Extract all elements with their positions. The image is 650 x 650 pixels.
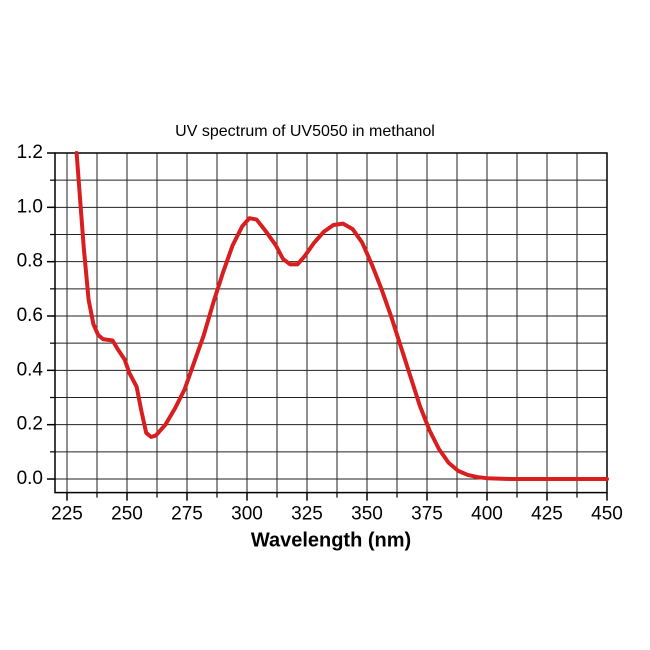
- y-tick-label: 0.6: [17, 305, 43, 326]
- x-tick-label: 400: [471, 504, 503, 525]
- x-tick-label: 300: [231, 504, 263, 525]
- x-tick-label: 275: [171, 504, 203, 525]
- x-tick-label: 225: [51, 504, 83, 525]
- x-tick-label: 350: [351, 504, 383, 525]
- x-tick-label: 325: [291, 504, 323, 525]
- y-tick-label: 1.0: [17, 196, 43, 217]
- data-line: [74, 151, 609, 482]
- y-tick-label: 1.2: [17, 142, 43, 163]
- x-axis-label: Wavelength (nm): [251, 529, 411, 551]
- y-tick-label: 0.8: [17, 251, 43, 272]
- plot-frame: [54, 152, 608, 494]
- chart-title: UV spectrum of UV5050 in methanol: [175, 123, 435, 140]
- x-tick-label: 375: [411, 504, 443, 525]
- y-tick-label: 0.0: [17, 468, 43, 489]
- y-tick-label: 0.2: [17, 414, 43, 435]
- y-tick-label: 0.4: [17, 359, 44, 380]
- x-tick-label: 450: [591, 504, 623, 525]
- x-tick-label: 250: [111, 504, 143, 525]
- x-tick-label: 425: [531, 504, 563, 525]
